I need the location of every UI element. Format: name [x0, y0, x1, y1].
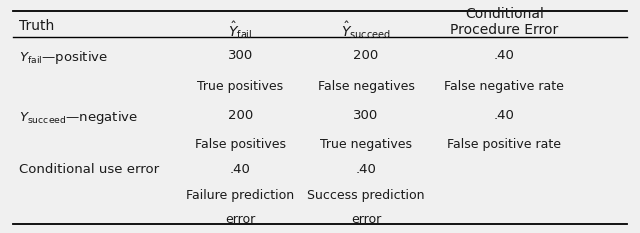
- Text: error: error: [225, 213, 255, 226]
- Text: True positives: True positives: [197, 80, 283, 93]
- Text: Success prediction: Success prediction: [307, 189, 425, 202]
- Text: .40: .40: [356, 164, 376, 176]
- Text: .40: .40: [494, 49, 515, 62]
- Text: $\hat{Y}_{\mathrm{succeed}}$: $\hat{Y}_{\mathrm{succeed}}$: [341, 19, 391, 41]
- Text: $\hat{Y}_{\mathrm{fail}}$: $\hat{Y}_{\mathrm{fail}}$: [228, 19, 252, 41]
- Text: .40: .40: [230, 164, 251, 176]
- Text: error: error: [351, 213, 381, 226]
- Text: 200: 200: [353, 49, 379, 62]
- Text: $Y_{\mathrm{succeed}}$—negative: $Y_{\mathrm{succeed}}$—negative: [19, 109, 138, 126]
- Text: Conditional: Conditional: [465, 7, 544, 21]
- Text: False positive rate: False positive rate: [447, 138, 561, 151]
- Text: 200: 200: [227, 109, 253, 122]
- Text: Truth: Truth: [19, 19, 54, 33]
- Text: Procedure Error: Procedure Error: [450, 23, 559, 37]
- Text: False negative rate: False negative rate: [444, 80, 564, 93]
- Text: True negatives: True negatives: [320, 138, 412, 151]
- Text: Conditional use error: Conditional use error: [19, 164, 159, 176]
- Text: 300: 300: [227, 49, 253, 62]
- Text: $Y_{\mathrm{fail}}$—positive: $Y_{\mathrm{fail}}$—positive: [19, 49, 108, 66]
- Text: Failure prediction: Failure prediction: [186, 189, 294, 202]
- Text: 300: 300: [353, 109, 379, 122]
- Text: False negatives: False negatives: [317, 80, 415, 93]
- Text: False positives: False positives: [195, 138, 285, 151]
- Text: .40: .40: [494, 109, 515, 122]
